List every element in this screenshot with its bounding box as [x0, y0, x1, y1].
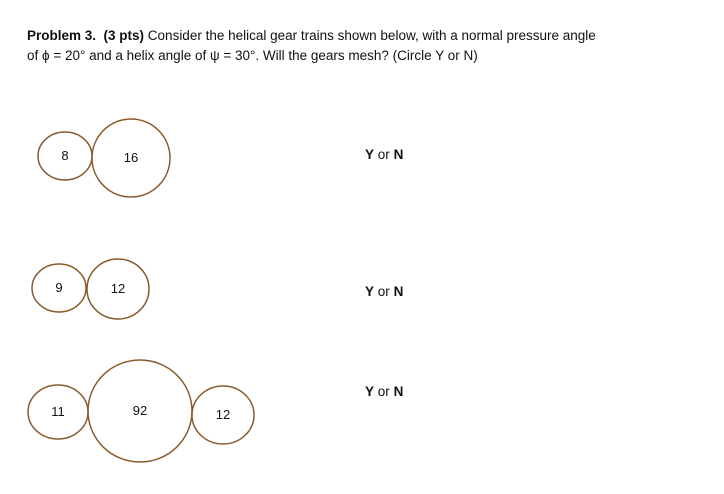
or-text: or	[377, 284, 390, 299]
gear-teeth-label: 16	[124, 150, 138, 165]
problem-text: Consider the helical gear trains shown b…	[144, 28, 596, 43]
problem-points: (3 pts)	[103, 28, 145, 43]
option-n[interactable]: N	[393, 147, 404, 162]
option-y[interactable]: Y	[365, 147, 375, 162]
or-text: or	[377, 147, 390, 162]
gear-teeth-label: 8	[61, 148, 68, 163]
gear-teeth-label: 9	[55, 280, 62, 295]
problem-statement: Problem 3. (3 pts) Consider the helical …	[27, 26, 596, 66]
option-y[interactable]: Y	[365, 384, 375, 399]
or-text: or	[377, 384, 390, 399]
gear-circle	[91, 118, 171, 198]
problem-line-2: of ϕ = 20° and a helix angle of ψ = 30°.…	[27, 48, 478, 63]
gear-teeth-label: 92	[133, 403, 147, 418]
option-n[interactable]: N	[393, 284, 404, 299]
problem-line-1: Problem 3. (3 pts) Consider the helical …	[27, 26, 596, 46]
gear-teeth-label: 12	[216, 407, 230, 422]
option-n[interactable]: N	[393, 384, 404, 399]
problem-label: Problem 3.	[27, 28, 97, 43]
answer-choice-3[interactable]: Y or N	[365, 384, 403, 399]
option-y[interactable]: Y	[365, 284, 375, 299]
answer-choice-2[interactable]: Y or N	[365, 284, 403, 299]
gear-circle	[31, 263, 87, 313]
gear-circle	[191, 385, 255, 445]
answer-choice-1[interactable]: Y or N	[365, 147, 403, 162]
gear-teeth-label: 12	[111, 281, 125, 296]
gear-circle	[86, 258, 150, 320]
gear-teeth-label: 11	[51, 404, 65, 419]
